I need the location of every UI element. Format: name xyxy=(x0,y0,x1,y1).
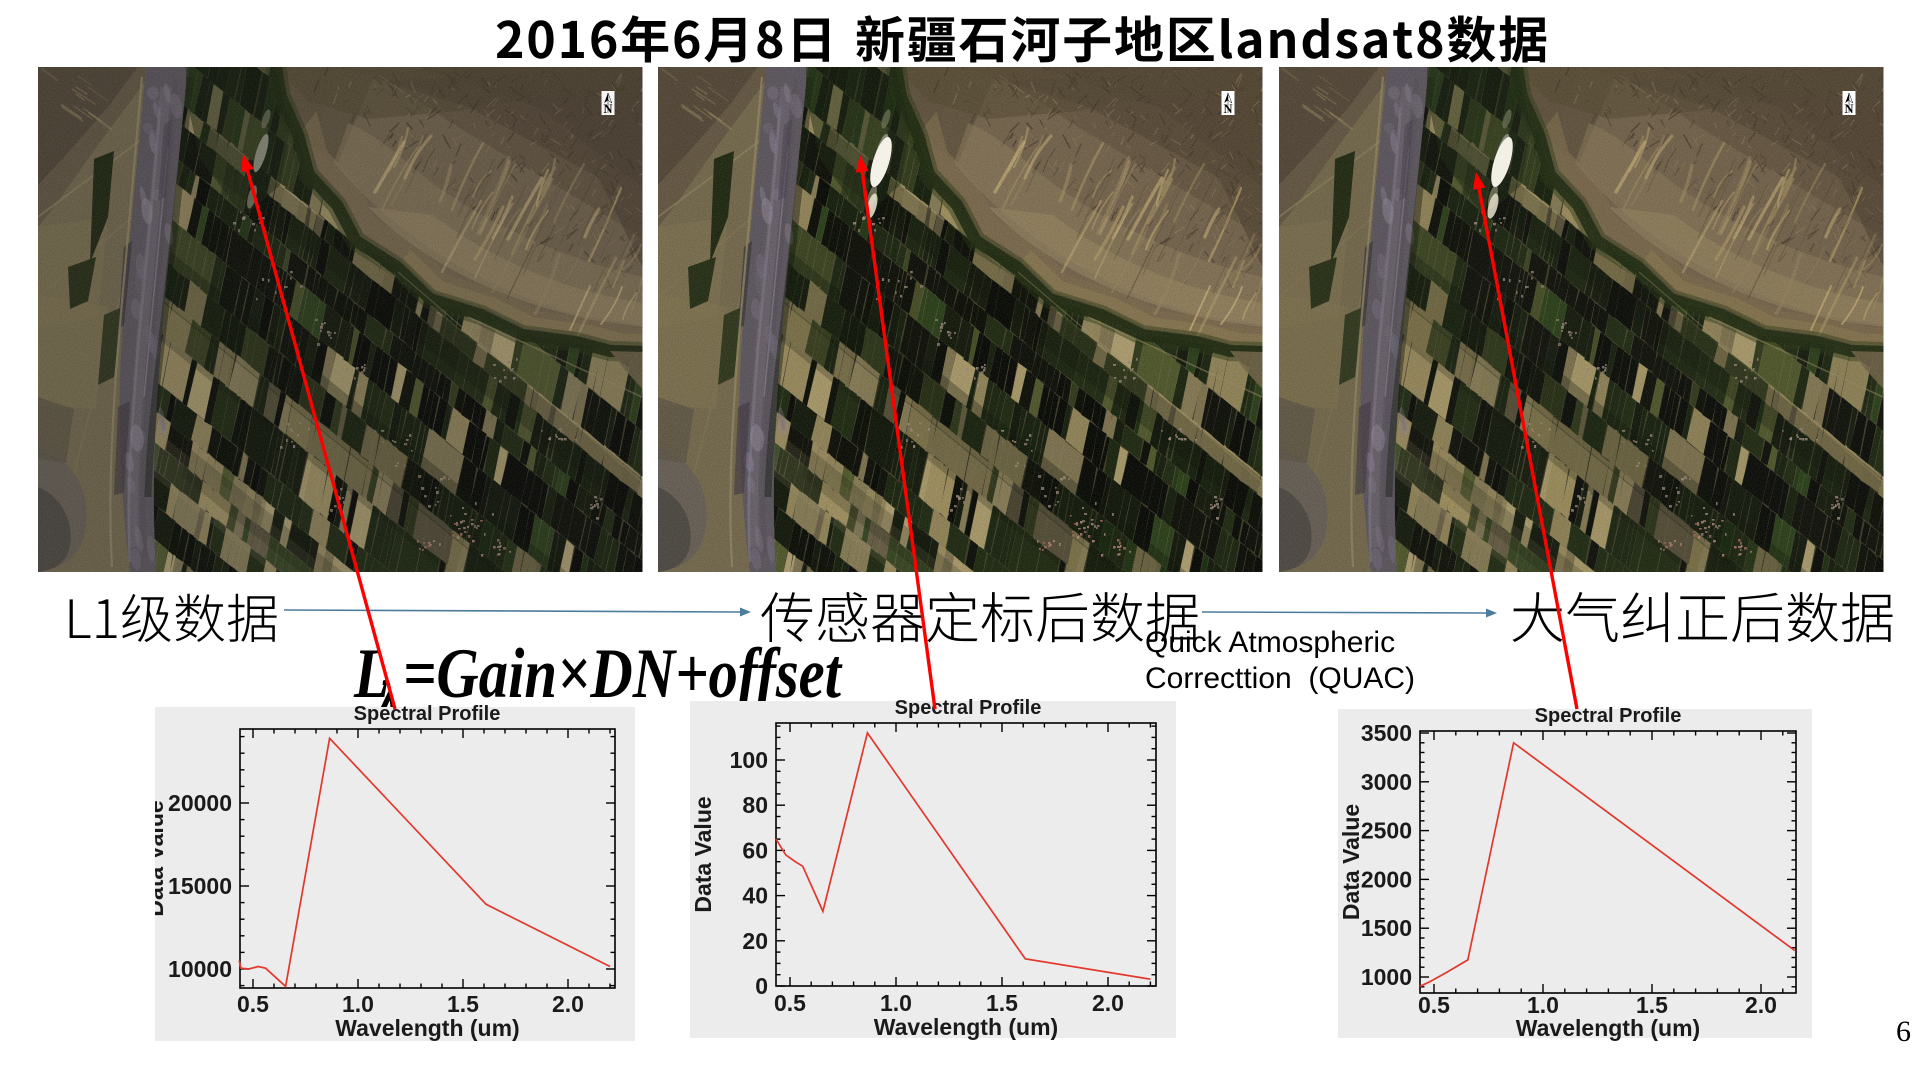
svg-text:0.5: 0.5 xyxy=(774,990,806,1016)
svg-text:3000: 3000 xyxy=(1361,769,1412,795)
svg-text:2.0: 2.0 xyxy=(1092,990,1124,1016)
svg-text:3500: 3500 xyxy=(1361,720,1412,746)
svg-text:0.5: 0.5 xyxy=(1418,992,1450,1018)
svg-text:40: 40 xyxy=(742,883,768,909)
svg-text:Data Value: Data Value xyxy=(1338,804,1364,920)
svg-text:2.0: 2.0 xyxy=(552,991,584,1017)
svg-text:Spectral Profile: Spectral Profile xyxy=(354,703,501,725)
svg-text:Spectral Profile: Spectral Profile xyxy=(895,697,1042,719)
svg-text:1.5: 1.5 xyxy=(986,990,1018,1016)
svg-text:Wavelength (um): Wavelength (um) xyxy=(1516,1015,1700,1041)
svg-text:0.5: 0.5 xyxy=(237,991,269,1017)
svg-text:2000: 2000 xyxy=(1361,866,1412,892)
svg-text:100: 100 xyxy=(730,747,768,773)
svg-text:60: 60 xyxy=(742,837,768,863)
svg-text:1.5: 1.5 xyxy=(1636,992,1668,1018)
svg-text:Wavelength (um): Wavelength (um) xyxy=(335,1015,519,1041)
svg-text:0: 0 xyxy=(755,973,768,999)
svg-text:1.0: 1.0 xyxy=(342,991,374,1017)
svg-text:1.5: 1.5 xyxy=(447,991,479,1017)
svg-text:1.0: 1.0 xyxy=(880,990,912,1016)
svg-text:10000: 10000 xyxy=(168,956,232,982)
svg-text:Quick Atmospheric: Quick Atmospheric xyxy=(1145,626,1395,659)
svg-text:1500: 1500 xyxy=(1361,915,1412,941)
svg-text:=Gain×DN+offset: =Gain×DN+offset xyxy=(403,634,843,713)
svg-text:1000: 1000 xyxy=(1361,964,1412,990)
svg-text:6: 6 xyxy=(1896,1015,1911,1048)
svg-text:20000: 20000 xyxy=(168,790,232,816)
svg-text:15000: 15000 xyxy=(168,873,232,899)
svg-text:80: 80 xyxy=(742,792,768,818)
svg-text:Data Value: Data Value xyxy=(142,800,168,916)
svg-text:2500: 2500 xyxy=(1361,818,1412,844)
svg-text:20: 20 xyxy=(742,928,768,954)
svg-text:Spectral Profile: Spectral Profile xyxy=(1535,705,1682,727)
svg-text:1.0: 1.0 xyxy=(1527,992,1559,1018)
svg-text:Data Value: Data Value xyxy=(690,796,716,912)
svg-text:2.0: 2.0 xyxy=(1745,992,1777,1018)
svg-text:Wavelength (um): Wavelength (um) xyxy=(874,1014,1058,1040)
svg-text:Correcttion (QUAC): Correcttion (QUAC) xyxy=(1145,662,1415,695)
